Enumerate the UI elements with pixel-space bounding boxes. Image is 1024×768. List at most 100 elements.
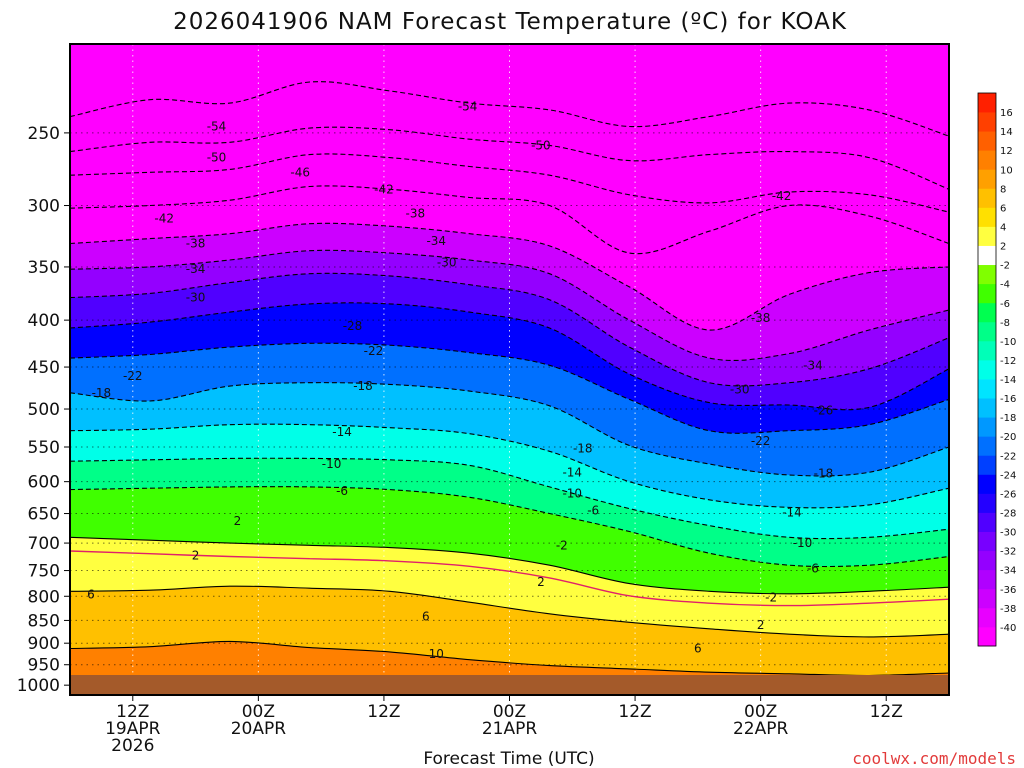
colorbar-swatch: [978, 302, 996, 323]
colorbar-label: 12: [1000, 146, 1013, 157]
contour-label: -34: [186, 262, 206, 276]
contour-label: 10: [429, 647, 444, 661]
contour-label: -54: [207, 119, 227, 133]
contour-label: -38: [186, 236, 206, 250]
colorbar-label: -40: [1000, 623, 1016, 634]
isotherm--42: [69, 185, 950, 255]
contour-label: -10: [793, 536, 813, 550]
colorbar-label: -38: [1000, 604, 1016, 615]
colorbar-swatch: [978, 512, 996, 532]
contour-label: -6: [587, 503, 599, 517]
contour-label: -18: [92, 386, 112, 400]
x-tick-label: 12Z: [116, 702, 149, 722]
contour-label: -2: [556, 538, 568, 552]
contour-label: -30: [437, 255, 457, 269]
colorbar-swatch: [978, 398, 996, 418]
contour-label: -14: [562, 465, 582, 479]
isotherm--30: [69, 272, 950, 387]
colorbar-label: -12: [1000, 356, 1016, 367]
isotherm--6: [69, 486, 950, 568]
y-tick-label: 1000: [17, 676, 60, 696]
colorbar-swatch: [978, 607, 996, 628]
colorbar-swatch: [978, 321, 996, 342]
contour-label: -50: [531, 138, 551, 152]
isotherm--18: [69, 382, 950, 477]
y-tick-label: 750: [28, 562, 60, 582]
x-tick-label: 12Z: [870, 702, 903, 722]
y-tick-label: 500: [28, 400, 60, 420]
contour-label: 2: [192, 548, 200, 562]
isotherm-6: [69, 585, 950, 638]
contour-label: -22: [751, 434, 771, 448]
isotherm-2: [69, 536, 950, 595]
colorbar-swatch: [978, 379, 996, 399]
contour-label: 2: [537, 575, 545, 589]
colorbar-label: 10: [1000, 165, 1013, 176]
x-axis-label: Forecast Time (UTC): [423, 749, 594, 768]
contour-label: -38: [406, 206, 426, 220]
colorbar-label: -4: [1000, 280, 1010, 291]
contour-label: -42: [154, 212, 174, 226]
isotherm--26: [69, 302, 950, 411]
colorbar-label: -8: [1000, 318, 1010, 329]
colorbar-label: -16: [1000, 394, 1016, 405]
contour-label: -14: [332, 425, 352, 439]
colorbar-label: 2: [1000, 242, 1006, 253]
colorbar-swatch: [978, 626, 996, 647]
contour-label: -10: [322, 457, 342, 471]
x-tick-label: 00Z: [242, 702, 275, 722]
contour-label: -42: [374, 182, 394, 196]
colorbar-label: -2: [1000, 261, 1010, 272]
contour-label: -30: [186, 291, 206, 305]
y-tick-label: 650: [28, 505, 60, 525]
contour-label: -54: [458, 100, 478, 114]
colorbar-swatch: [978, 112, 996, 132]
contour-label: 6: [694, 641, 702, 655]
colorbar-label: -30: [1000, 528, 1016, 539]
colorbar-swatch: [978, 226, 996, 246]
contour-label: -22: [364, 344, 384, 358]
freezing-line: [69, 550, 950, 607]
y-tick-label: 300: [28, 197, 60, 217]
x-tick-label: 2026: [111, 736, 154, 756]
isotherm-labels: -54-54-50-50-46-42 -42-42 -38-38 -34-34 -30-…: [87, 100, 833, 689]
colorbar-swatch: [978, 207, 996, 227]
contour-label: -6: [336, 484, 348, 498]
x-tick-label: 12Z: [367, 702, 400, 722]
x-tick-label: 12Z: [618, 702, 651, 722]
x-tick-label: 00Z: [493, 702, 526, 722]
y-tick-label: 900: [28, 634, 60, 654]
isotherm--22: [69, 342, 950, 434]
contour-label: -22: [123, 369, 143, 383]
colorbar-swatch: [978, 93, 996, 113]
colorbar-label: -26: [1000, 489, 1016, 500]
colorbar-label: -36: [1000, 585, 1016, 596]
contour-label: -18: [814, 467, 834, 481]
isotherm-10: [69, 640, 950, 677]
colorbar-label: 8: [1000, 184, 1006, 195]
y-tick-label: 400: [28, 311, 60, 331]
contour-label: 6: [87, 587, 95, 601]
y-tick-label: 850: [28, 611, 60, 631]
contour-label: -10: [562, 486, 582, 500]
colorbar-swatch: [978, 550, 996, 571]
contour-label: -14: [782, 505, 802, 519]
contour-label: -34: [803, 358, 823, 372]
isotherm--38: [69, 222, 950, 331]
colorbar-swatch: [978, 417, 996, 437]
chart-title: 2026041906 NAM Forecast Temperature (ºC)…: [173, 9, 847, 35]
colorbar-swatch: [978, 474, 996, 494]
contour-label: -42: [772, 189, 792, 203]
isotherm--14: [69, 423, 950, 509]
y-tick-label: 700: [28, 534, 60, 554]
colorbar-swatch: [978, 436, 996, 456]
colorbar-label: -34: [1000, 566, 1016, 577]
y-tick-label: 950: [28, 656, 60, 676]
colorbar-swatch: [978, 359, 996, 380]
colorbar-swatch: [978, 169, 996, 189]
colorbar-swatch: [978, 340, 996, 361]
x-tick-label: 21APR: [482, 719, 538, 739]
colorbar-swatch: [978, 264, 996, 285]
